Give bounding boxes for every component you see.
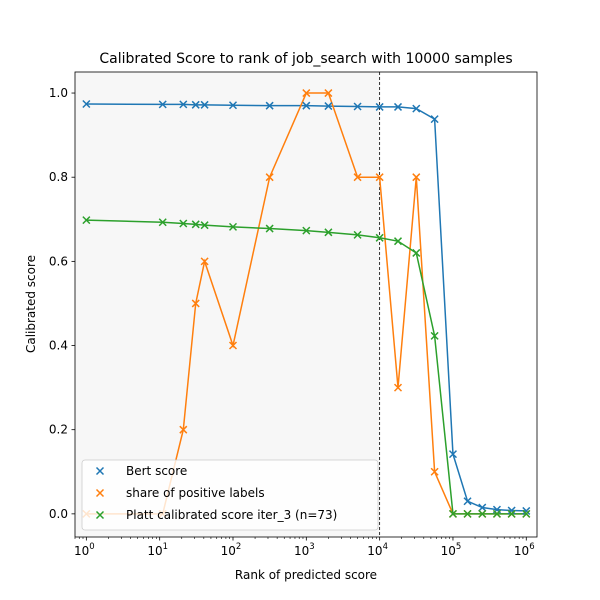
series-0-marker-12 [412, 104, 421, 113]
legend-label-2: Platt calibrated score iter_3 (n=73) [126, 508, 337, 522]
series-0-marker-16 [478, 503, 487, 512]
series-2-marker-12 [412, 248, 421, 257]
legend: Bert score share of positive labels Platt … [81, 459, 379, 531]
x-tick-label-6: 106 [514, 542, 535, 558]
y-tick-label-1: 0.2 [49, 423, 68, 437]
series-2-marker-3 [191, 220, 200, 229]
series-2-marker-1 [158, 218, 167, 227]
y-tick-label-4: 0.8 [49, 170, 68, 184]
series-2-marker-14 [448, 509, 457, 518]
plot-background [75, 72, 381, 537]
series-1-marker-11 [393, 383, 403, 392]
series-markers [82, 89, 531, 518]
series-1-marker-9 [353, 173, 362, 182]
series-0-marker-10 [375, 102, 384, 111]
series-2-marker-2 [179, 219, 188, 228]
series-2-marker-13 [430, 331, 439, 340]
series-2-marker-19 [522, 509, 531, 518]
y-tick-label-0: 0.0 [49, 507, 68, 521]
series-0-marker-11 [393, 102, 403, 111]
series-2-marker-16 [478, 509, 487, 518]
series-1-marker-3 [191, 299, 200, 308]
series-2-marker-5 [228, 222, 238, 231]
series-0-marker-9 [353, 102, 362, 111]
series-0-marker-18 [507, 506, 516, 515]
series-2-marker-8 [324, 228, 333, 237]
y-axis-label: Calibrated score [24, 255, 38, 353]
series-1-marker-2 [179, 425, 188, 434]
series-0-marker-6 [265, 101, 274, 110]
x-axis-ticks: 100 101 102 103 104 105 106 [74, 537, 535, 558]
series-2-marker-18 [507, 509, 516, 518]
series-2-marker-0 [82, 216, 91, 225]
series-2-marker-10 [375, 233, 384, 242]
x-tick-label-5: 105 [441, 542, 462, 558]
series-0-marker-8 [324, 102, 333, 111]
series-0-marker-5 [228, 101, 238, 110]
series-1-marker-13 [430, 467, 439, 476]
series-line-0 [86, 103, 527, 512]
series-2-marker-6 [265, 224, 274, 233]
x-tick-label-3: 103 [294, 542, 315, 558]
series-0-marker-1 [158, 100, 167, 109]
x-tick-label-0: 100 [74, 542, 95, 558]
series-2-marker-4 [200, 221, 209, 230]
legend-marker-1 [95, 488, 105, 498]
series-0-marker-19 [522, 506, 531, 515]
series-0-marker-0 [82, 99, 91, 109]
series-2-marker-17 [492, 509, 501, 518]
chart-title: Calibrated Score to rank of job_search w… [99, 51, 512, 67]
legend-label-1: share of positive labels [126, 486, 265, 500]
series-0-marker-15 [463, 497, 472, 506]
series-0-marker-7 [302, 101, 311, 110]
y-tick-label-2: 0.4 [49, 339, 68, 353]
series-1-marker-5 [228, 341, 238, 350]
legend-marker-0 [95, 466, 105, 476]
legend-marker-2 [95, 510, 105, 520]
series-line-2 [86, 219, 527, 515]
series-1-marker-4 [200, 257, 209, 266]
x-tick-label-1: 101 [147, 542, 168, 558]
y-tick-label-3: 0.6 [49, 254, 68, 268]
y-tick-label-5: 1.0 [49, 86, 68, 100]
legend-label-0: Bert score [126, 464, 187, 478]
shaded-region [75, 72, 380, 537]
series-2-marker-15 [463, 509, 472, 518]
series-0-marker-4 [200, 100, 209, 109]
series-1-marker-10 [375, 173, 384, 182]
x-tick-label-2: 102 [221, 542, 242, 558]
series-0-marker-3 [191, 100, 200, 109]
series-0-marker-2 [179, 100, 188, 109]
series-lines [86, 92, 527, 515]
series-0-marker-14 [448, 450, 457, 459]
series-0-marker-13 [430, 115, 439, 124]
y-axis-ticks: 0.0 0.2 0.4 0.6 0.8 1.0 [49, 86, 75, 521]
x-tick-label-4: 104 [367, 542, 388, 558]
series-2-marker-7 [302, 226, 311, 235]
series-2-marker-11 [393, 237, 403, 246]
legend-box [81, 459, 379, 531]
x-axis-label: Rank of predicted score [235, 568, 377, 582]
series-2-marker-9 [353, 230, 362, 239]
series-1-marker-12 [412, 173, 421, 182]
series-1-marker-6 [265, 173, 274, 182]
series-1-marker-7 [302, 89, 311, 98]
series-1-marker-8 [324, 89, 333, 98]
